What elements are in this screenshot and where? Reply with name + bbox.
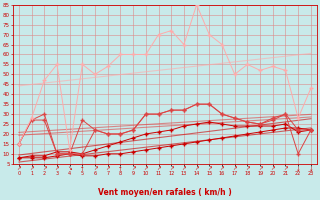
X-axis label: Vent moyen/en rafales ( km/h ): Vent moyen/en rafales ( km/h )	[98, 188, 232, 197]
